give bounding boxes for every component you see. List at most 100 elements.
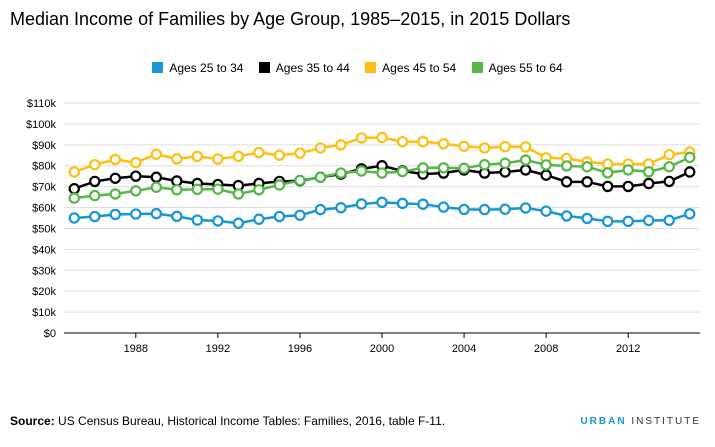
- data-point: [376, 196, 388, 209]
- chart-legend: Ages 25 to 34 Ages 35 to 44 Ages 45 to 5…: [0, 60, 715, 75]
- data-point: [68, 166, 80, 178]
- data-point: [601, 180, 614, 193]
- legend-label: Ages 45 to 54: [382, 60, 457, 75]
- data-point: [130, 156, 142, 169]
- data-point: [191, 214, 204, 226]
- data-point: [417, 135, 429, 148]
- data-point: [253, 184, 265, 196]
- data-point: [519, 202, 532, 214]
- x-tick-label: 1992: [206, 343, 230, 355]
- data-point: [68, 192, 80, 204]
- data-point: [437, 138, 450, 150]
- data-point: [294, 174, 306, 187]
- data-point: [540, 205, 552, 217]
- data-point: [581, 212, 593, 225]
- legend-item-ages-55-64[interactable]: Ages 55 to 64: [471, 60, 563, 75]
- legend-label: Ages 25 to 34: [169, 60, 244, 75]
- data-point: [663, 175, 675, 188]
- line-chart: $0 $10k $20k $30k $40k $50k $60k $70k $80k $90k $1…: [26, 98, 700, 355]
- legend-swatch: [152, 61, 164, 73]
- chart-title: Median Income of Families by Age Group, …: [10, 9, 571, 29]
- data-point: [437, 201, 450, 213]
- data-point: [150, 181, 163, 193]
- data-point: [191, 150, 204, 163]
- data-point: [314, 203, 327, 216]
- data-point: [478, 158, 491, 171]
- data-point: [212, 215, 224, 227]
- data-point: [643, 166, 655, 178]
- data-point: [622, 164, 634, 176]
- data-point: [581, 161, 593, 173]
- data-point: [273, 210, 286, 223]
- data-point: [335, 202, 347, 214]
- data-point: [109, 172, 121, 184]
- data-point: [478, 203, 491, 216]
- data-point: [540, 169, 552, 181]
- data-point: [335, 139, 347, 151]
- data-point: [458, 162, 470, 174]
- data-point: [130, 170, 142, 182]
- x-tick-label: 2012: [616, 343, 640, 355]
- data-point: [581, 176, 593, 188]
- legend-item-ages-25-34[interactable]: Ages 25 to 34: [152, 61, 243, 75]
- data-point: [478, 142, 491, 154]
- data-point: [89, 210, 101, 223]
- data-point: [663, 161, 675, 173]
- x-tick-label: 2000: [370, 343, 394, 355]
- data-point: [232, 188, 245, 200]
- legend-label: Ages 55 to 64: [488, 60, 563, 75]
- y-tick-label: $70k: [32, 182, 56, 194]
- data-point: [519, 154, 532, 166]
- legend-swatch: [471, 61, 483, 73]
- source-label: Source:: [10, 414, 55, 428]
- data-point: [519, 164, 532, 176]
- data-point: [89, 175, 101, 188]
- x-tick-label: 2008: [534, 343, 558, 355]
- data-point: [601, 167, 614, 179]
- data-point: [396, 165, 409, 178]
- legend-item-ages-35-44[interactable]: Ages 35 to 44: [258, 60, 350, 75]
- data-point: [540, 159, 552, 171]
- data-point: [335, 167, 347, 179]
- data-point: [130, 185, 142, 197]
- logo-institute: INSTITUTE: [626, 416, 701, 427]
- legend-swatch: [258, 61, 270, 73]
- data-point: [643, 214, 655, 227]
- data-point: [150, 148, 163, 160]
- data-point: [355, 165, 368, 177]
- data-point: [663, 214, 675, 226]
- data-point: [232, 217, 245, 229]
- data-point: [314, 142, 327, 154]
- data-point: [109, 153, 121, 166]
- y-tick-label: $60k: [32, 203, 56, 215]
- data-point: [150, 207, 163, 220]
- data-point: [171, 153, 183, 165]
- y-tick-label: $20k: [32, 286, 56, 298]
- data-point: [273, 179, 286, 191]
- data-point: [499, 203, 511, 215]
- data-point: [560, 160, 573, 172]
- data-point: [191, 183, 204, 196]
- urban-institute-logo: URBAN INSTITUTE: [580, 416, 701, 427]
- legend-item-ages-45-54[interactable]: Ages 45 to 54: [365, 61, 456, 75]
- legend-label: Ages 35 to 44: [275, 60, 350, 75]
- data-point: [171, 210, 183, 223]
- data-point: [684, 208, 696, 220]
- legend-swatch: [365, 61, 377, 73]
- data-point: [253, 146, 265, 159]
- x-tick-label: 2004: [452, 343, 476, 355]
- data-point: [89, 189, 101, 202]
- y-tick-label: $90k: [32, 140, 56, 152]
- data-point: [68, 212, 80, 224]
- data-point: [601, 215, 614, 228]
- y-tick-label: $40k: [32, 244, 56, 256]
- data-point: [109, 188, 121, 200]
- data-point: [109, 208, 121, 221]
- data-point: [622, 215, 634, 228]
- data-point: [458, 140, 470, 152]
- data-point: [253, 213, 265, 225]
- y-tick-label: $30k: [32, 265, 56, 277]
- data-point: [499, 140, 511, 153]
- data-point: [376, 131, 388, 144]
- y-tick-label: $50k: [32, 223, 56, 235]
